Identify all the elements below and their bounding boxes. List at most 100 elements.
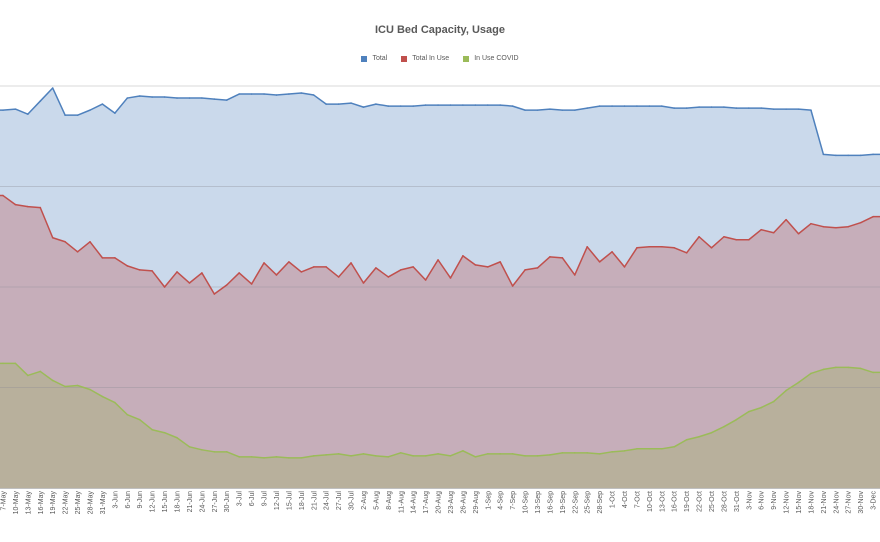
legend-swatch-total-in-use xyxy=(401,55,408,62)
point-in-use-covid xyxy=(64,385,66,388)
x-tick-label: 31-Oct xyxy=(734,491,741,512)
point-in-use-covid xyxy=(126,413,129,416)
point-total-in-use xyxy=(636,247,638,249)
point-in-use-covid xyxy=(51,379,54,382)
x-tick-label: 21-Jul xyxy=(311,491,318,511)
point-in-use-covid xyxy=(375,455,377,457)
point-total xyxy=(350,102,352,104)
point-in-use-covid xyxy=(462,450,464,452)
point-in-use-covid xyxy=(337,453,340,455)
x-tick-label: 7-Oct xyxy=(634,491,641,508)
x-tick-label: 3-Jul xyxy=(237,491,244,507)
point-total-in-use xyxy=(288,261,290,263)
point-in-use-covid xyxy=(859,367,862,370)
x-tick-label: 28-May xyxy=(88,491,95,515)
point-in-use-covid xyxy=(350,455,352,457)
point-total xyxy=(648,105,651,107)
point-total-in-use xyxy=(499,261,502,263)
point-total xyxy=(462,104,464,106)
point-total-in-use xyxy=(176,271,178,273)
point-total xyxy=(698,106,700,108)
point-total xyxy=(412,105,414,107)
point-total-in-use xyxy=(673,247,676,249)
x-tick-label: 29-Aug xyxy=(473,491,480,514)
point-total-in-use xyxy=(462,255,464,257)
point-total xyxy=(387,105,390,107)
point-total xyxy=(835,154,837,157)
point-total-in-use xyxy=(424,279,427,281)
point-in-use-covid xyxy=(623,450,626,452)
x-tick-label: 31-May xyxy=(100,491,107,515)
point-total xyxy=(797,108,800,110)
point-total-in-use xyxy=(847,225,850,228)
point-total-in-use xyxy=(474,264,477,266)
point-total xyxy=(163,96,166,98)
point-total xyxy=(337,103,340,105)
point-in-use-covid xyxy=(300,457,303,459)
point-in-use-covid xyxy=(673,445,676,448)
point-total xyxy=(64,114,66,116)
x-tick-label: 22-May xyxy=(63,491,70,515)
point-total-in-use xyxy=(76,251,79,253)
point-in-use-covid xyxy=(847,366,850,369)
point-total xyxy=(114,112,116,114)
point-in-use-covid xyxy=(474,456,477,458)
point-total-in-use xyxy=(611,251,613,253)
x-tick-label: 3-Dec xyxy=(871,491,878,510)
point-in-use-covid xyxy=(151,428,153,431)
point-total xyxy=(660,105,663,107)
point-total-in-use xyxy=(325,266,327,268)
point-total-in-use xyxy=(51,236,54,239)
point-in-use-covid xyxy=(163,431,166,434)
point-total-in-use xyxy=(64,240,66,243)
x-tick-label: 30-Jul xyxy=(349,491,356,511)
x-tick-label: 18-Jun xyxy=(175,491,182,513)
point-total-in-use xyxy=(586,246,589,248)
point-total xyxy=(138,95,141,97)
point-in-use-covid xyxy=(89,388,91,391)
point-total xyxy=(176,97,178,99)
x-tick-label: 16-Oct xyxy=(672,491,679,512)
point-in-use-covid xyxy=(760,406,763,409)
point-in-use-covid xyxy=(598,453,601,455)
point-in-use-covid xyxy=(611,451,613,453)
x-tick-label: 6-Jul xyxy=(249,491,256,507)
chart-title: ICU Bed Capacity, Usage xyxy=(374,24,505,36)
point-in-use-covid xyxy=(412,455,414,457)
area-in-use-covid xyxy=(0,363,880,488)
point-total-in-use xyxy=(399,269,402,271)
point-in-use-covid xyxy=(14,362,17,365)
point-in-use-covid xyxy=(810,372,812,375)
point-total-in-use xyxy=(437,259,439,261)
point-in-use-covid xyxy=(201,449,203,451)
point-total-in-use xyxy=(350,262,352,264)
point-total xyxy=(288,93,290,95)
point-total-in-use xyxy=(337,276,340,278)
point-total-in-use xyxy=(549,256,551,258)
x-tick-label: 15-Jul xyxy=(286,491,293,511)
point-total-in-use xyxy=(648,246,651,248)
point-in-use-covid xyxy=(772,400,775,403)
x-tick-label: 13-Sep xyxy=(535,491,542,514)
x-tick-label: 13-Oct xyxy=(659,491,666,512)
point-in-use-covid xyxy=(399,452,402,454)
x-tick-label: 3-Jun xyxy=(112,491,119,509)
point-total xyxy=(399,105,402,107)
point-total xyxy=(101,103,104,105)
x-tick-label: 22-Sep xyxy=(572,491,579,514)
point-total-in-use xyxy=(835,226,837,229)
point-total-in-use xyxy=(859,221,862,224)
x-tick-label: 6-Jun xyxy=(125,491,132,509)
point-in-use-covid xyxy=(872,371,874,374)
x-tick-label: 27-Jul xyxy=(336,491,343,511)
point-total xyxy=(772,108,775,110)
point-total xyxy=(474,104,477,106)
point-total xyxy=(312,94,315,96)
point-total-in-use xyxy=(362,282,365,284)
point-total-in-use xyxy=(387,276,390,278)
x-tick-label: 19-Sep xyxy=(560,491,567,514)
point-in-use-covid xyxy=(250,456,253,458)
x-tick-label: 11-Aug xyxy=(398,491,405,513)
point-total-in-use xyxy=(163,286,166,288)
point-total xyxy=(201,97,203,99)
